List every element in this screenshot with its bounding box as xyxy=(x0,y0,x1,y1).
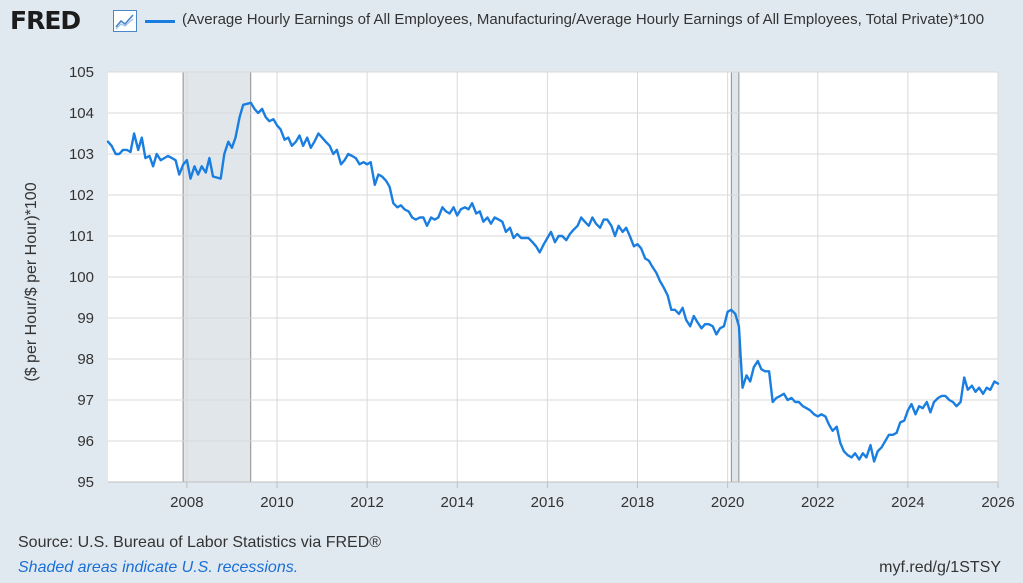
y-tick-label: 104 xyxy=(69,105,94,122)
source-attribution: Source: U.S. Bureau of Labor Statistics … xyxy=(18,534,382,551)
recession-note: Shaded areas indicate U.S. recessions. xyxy=(18,559,299,576)
y-axis-label: ($ per Hour/$ per Hour)*100 xyxy=(23,182,40,381)
y-tick-label: 98 xyxy=(77,351,94,368)
x-axis-tick-labels: 2008 2010 2012 2014 2016 2018 2020 2022 2024 2026 xyxy=(170,482,1015,511)
chart-header: FRED (Average Hourly Earnings of All Emp… xyxy=(0,0,1023,60)
x-tick-label: 2012 xyxy=(350,494,383,511)
x-tick-label: 2024 xyxy=(891,494,924,511)
y-tick-label: 103 xyxy=(69,146,94,163)
y-tick-label: 97 xyxy=(77,392,94,409)
series-line-group xyxy=(106,101,1000,463)
y-tick-label: 99 xyxy=(77,310,94,327)
chart-trend-icon xyxy=(113,10,137,32)
legend-line-swatch xyxy=(145,20,175,23)
y-tick-label: 100 xyxy=(69,269,94,286)
legend-series-label[interactable]: (Average Hourly Earnings of All Employee… xyxy=(182,11,985,28)
x-tick-label: 2010 xyxy=(260,494,293,511)
x-tick-label: 2018 xyxy=(621,494,654,511)
y-tick-label: 105 xyxy=(69,64,94,81)
x-tick-label: 2026 xyxy=(981,494,1014,511)
y-tick-label: 96 xyxy=(77,433,94,450)
x-tick-label: 2016 xyxy=(531,494,564,511)
x-tick-label: 2022 xyxy=(801,494,834,511)
y-tick-label: 102 xyxy=(69,187,94,204)
y-axis-tick-labels: 95 96 97 98 99 100 101 102 103 104 105 xyxy=(69,64,94,491)
y-tick-label: 95 xyxy=(77,474,94,491)
x-tick-label: 2008 xyxy=(170,494,203,511)
x-tick-label: 2020 xyxy=(711,494,744,511)
line-chart: 95 96 97 98 99 100 101 102 103 104 105 2008 2010 201… xyxy=(23,64,1015,511)
short-url-link[interactable]: myf.red/g/1STSY xyxy=(879,559,1001,576)
y-tick-label: 101 xyxy=(69,228,94,245)
fred-logo[interactable]: FRED xyxy=(10,6,81,35)
x-tick-label: 2014 xyxy=(441,494,474,511)
series-line xyxy=(106,101,1000,463)
